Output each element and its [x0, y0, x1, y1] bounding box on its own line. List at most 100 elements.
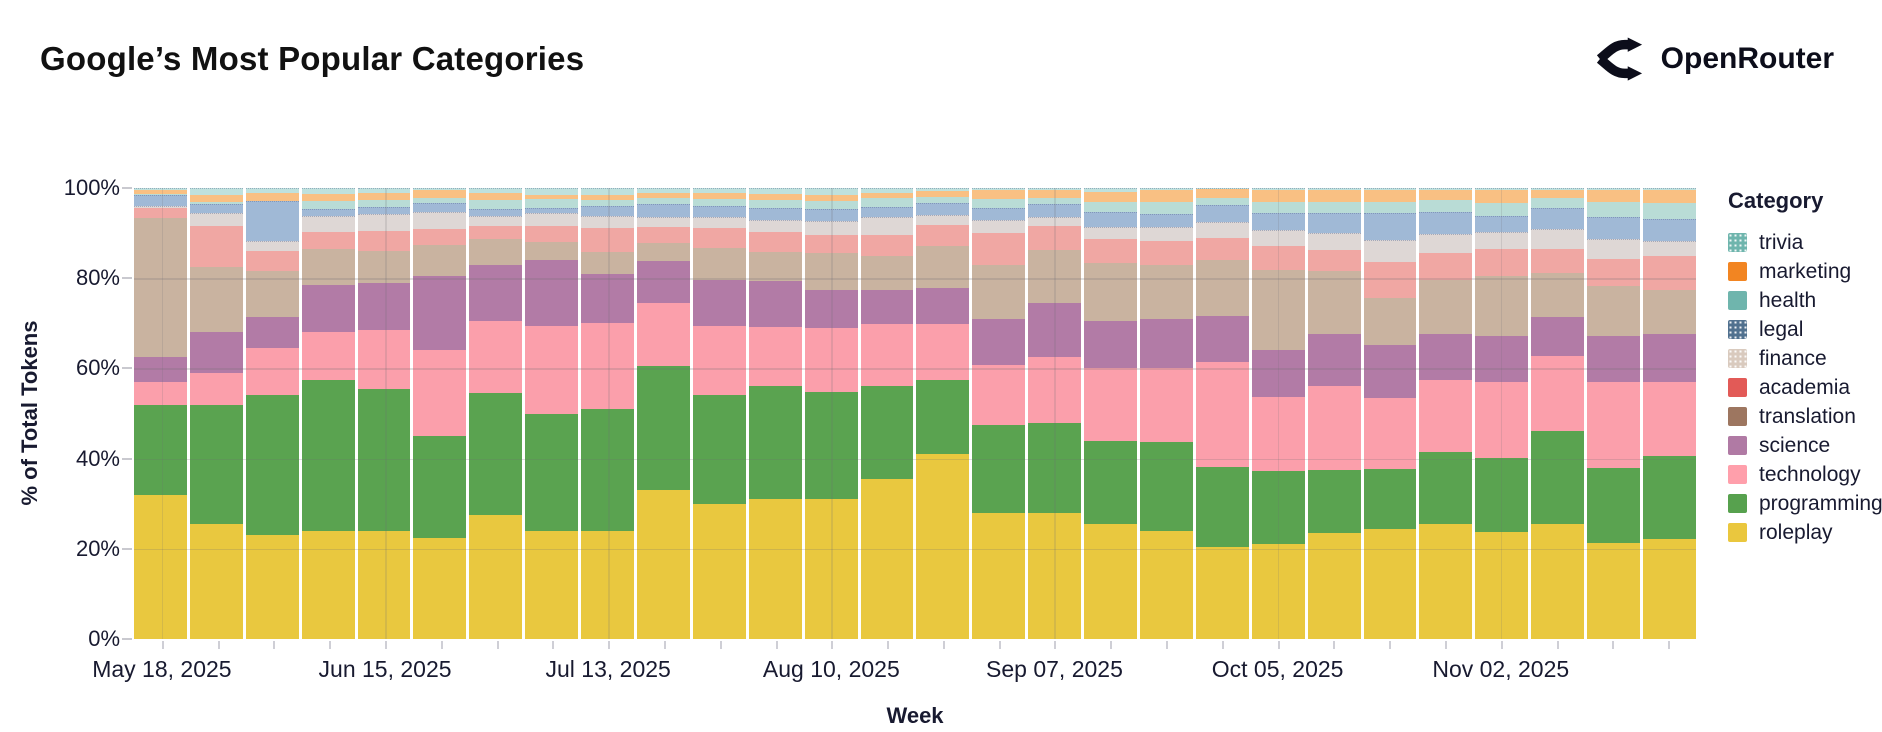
segment-technology[interactable]: [357, 330, 411, 389]
segment-health[interactable]: [1531, 198, 1585, 209]
segment-translation[interactable]: [1643, 289, 1696, 334]
segment-health[interactable]: [189, 201, 243, 204]
segment-legal[interactable]: [1587, 216, 1641, 240]
segment-finance[interactable]: [972, 219, 1026, 234]
segment-marketing[interactable]: [469, 192, 523, 201]
segment-finance[interactable]: [1307, 233, 1361, 251]
segment-trivia[interactable]: [357, 188, 411, 193]
segment-academia[interactable]: [1363, 262, 1417, 299]
segment-translation[interactable]: [1363, 298, 1417, 346]
segment-trivia[interactable]: [581, 188, 635, 195]
segment-trivia[interactable]: [1419, 188, 1473, 190]
bar-Aug-03-2025[interactable]: [748, 188, 802, 639]
segment-programming[interactable]: [860, 386, 914, 479]
segment-trivia[interactable]: [860, 188, 914, 193]
legend-item-academia[interactable]: academia: [1728, 373, 1882, 402]
segment-marketing[interactable]: [134, 190, 187, 194]
segment-finance[interactable]: [637, 216, 690, 228]
segment-finance[interactable]: [804, 221, 858, 235]
segment-legal[interactable]: [1531, 208, 1585, 229]
segment-trivia[interactable]: [972, 188, 1026, 191]
segment-trivia[interactable]: [637, 188, 690, 193]
segment-finance[interactable]: [581, 216, 635, 229]
segment-health[interactable]: [357, 200, 411, 208]
segment-roleplay[interactable]: [1587, 542, 1641, 639]
segment-translation[interactable]: [972, 265, 1026, 320]
bar-Jul-13-2025[interactable]: [581, 188, 635, 639]
segment-finance[interactable]: [748, 220, 802, 232]
segment-legal[interactable]: [972, 207, 1026, 220]
segment-academia[interactable]: [134, 208, 187, 219]
segment-legal[interactable]: [1251, 213, 1305, 231]
segment-translation[interactable]: [581, 252, 635, 275]
legend-item-roleplay[interactable]: roleplay: [1728, 518, 1882, 547]
segment-technology[interactable]: [1028, 356, 1082, 423]
segment-trivia[interactable]: [748, 188, 802, 194]
bar-Jul-06-2025[interactable]: [525, 188, 579, 639]
segment-finance[interactable]: [134, 206, 187, 209]
segment-roleplay[interactable]: [245, 535, 299, 639]
segment-roleplay[interactable]: [525, 530, 579, 639]
segment-finance[interactable]: [1419, 234, 1473, 253]
segment-technology[interactable]: [581, 323, 635, 409]
bar-Nov-02-2025[interactable]: [1475, 188, 1529, 639]
bar-Nov-16-2025[interactable]: [1587, 188, 1641, 639]
segment-health[interactable]: [637, 197, 690, 205]
segment-science[interactable]: [134, 357, 187, 382]
segment-finance[interactable]: [1140, 227, 1193, 241]
bar-Oct-05-2025[interactable]: [1251, 188, 1305, 639]
segment-marketing[interactable]: [692, 192, 746, 199]
segment-science[interactable]: [972, 319, 1026, 366]
segment-academia[interactable]: [692, 227, 746, 248]
segment-roleplay[interactable]: [134, 494, 187, 639]
segment-health[interactable]: [804, 200, 858, 210]
bar-Oct-12-2025[interactable]: [1307, 188, 1361, 639]
segment-science[interactable]: [1363, 345, 1417, 399]
segment-academia[interactable]: [804, 234, 858, 253]
segment-health[interactable]: [692, 198, 746, 206]
segment-translation[interactable]: [245, 271, 299, 317]
segment-programming[interactable]: [189, 404, 243, 524]
segment-trivia[interactable]: [1643, 188, 1696, 190]
segment-trivia[interactable]: [804, 188, 858, 195]
segment-marketing[interactable]: [525, 194, 579, 200]
segment-technology[interactable]: [860, 323, 914, 387]
segment-roleplay[interactable]: [581, 530, 635, 639]
segment-finance[interactable]: [1363, 240, 1417, 263]
segment-academia[interactable]: [1084, 239, 1138, 263]
segment-legal[interactable]: [1084, 211, 1138, 228]
segment-health[interactable]: [972, 199, 1026, 208]
segment-legal[interactable]: [692, 205, 746, 218]
segment-programming[interactable]: [525, 413, 579, 531]
legend-item-health[interactable]: health: [1728, 286, 1882, 315]
segment-academia[interactable]: [1195, 237, 1249, 260]
segment-academia[interactable]: [1587, 259, 1641, 287]
segment-translation[interactable]: [134, 218, 187, 358]
segment-marketing[interactable]: [1028, 190, 1082, 198]
segment-roleplay[interactable]: [413, 537, 467, 639]
legend-item-science[interactable]: science: [1728, 431, 1882, 460]
segment-legal[interactable]: [1475, 216, 1529, 232]
segment-marketing[interactable]: [1531, 189, 1585, 199]
segment-academia[interactable]: [748, 231, 802, 253]
segment-programming[interactable]: [301, 379, 355, 531]
segment-programming[interactable]: [1251, 471, 1305, 545]
segment-academia[interactable]: [301, 232, 355, 249]
segment-technology[interactable]: [1140, 367, 1193, 443]
segment-marketing[interactable]: [301, 193, 355, 202]
segment-programming[interactable]: [413, 436, 467, 538]
segment-marketing[interactable]: [189, 194, 243, 202]
segment-technology[interactable]: [972, 365, 1026, 425]
segment-trivia[interactable]: [189, 188, 243, 195]
segment-technology[interactable]: [1084, 367, 1138, 442]
segment-programming[interactable]: [134, 404, 187, 495]
segment-trivia[interactable]: [916, 188, 970, 191]
segment-legal[interactable]: [748, 208, 802, 221]
segment-finance[interactable]: [1531, 228, 1585, 249]
segment-academia[interactable]: [357, 230, 411, 252]
segment-programming[interactable]: [692, 395, 746, 504]
segment-health[interactable]: [1251, 201, 1305, 214]
legend-item-finance[interactable]: finance: [1728, 344, 1882, 373]
segment-legal[interactable]: [860, 206, 914, 217]
segment-technology[interactable]: [804, 327, 858, 393]
